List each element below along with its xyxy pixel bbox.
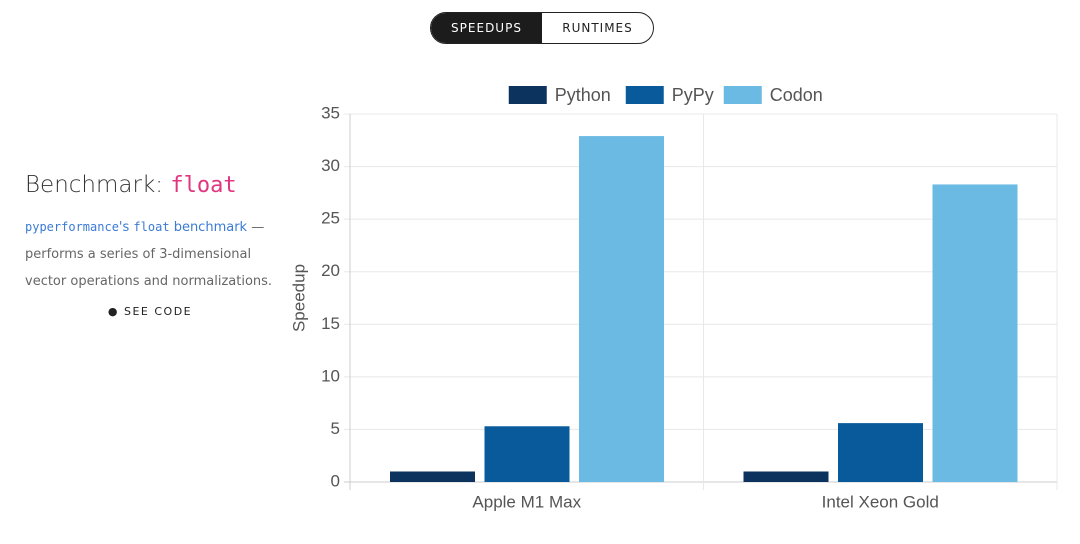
- x-tick-label: Intel Xeon Gold: [822, 492, 939, 511]
- bar: [932, 184, 1018, 482]
- y-tick-label: 5: [331, 419, 340, 438]
- text: 's: [118, 220, 130, 235]
- description: pyperformance's float benchmark — perfor…: [25, 214, 275, 295]
- legend-swatch: [723, 86, 762, 104]
- legend-swatch: [508, 86, 547, 104]
- y-tick-label: 0: [331, 471, 340, 490]
- info-title: Benchmark: float: [25, 172, 275, 198]
- bar: [743, 471, 829, 482]
- title-text: Benchmark:: [25, 172, 164, 198]
- code: pyperformance: [25, 220, 119, 234]
- legend-label: Python: [555, 85, 611, 105]
- bar: [838, 423, 923, 482]
- x-tick-label: Apple M1 Max: [472, 492, 581, 511]
- see-code[interactable]: ● SEE CODE: [107, 305, 193, 318]
- code: float: [133, 220, 170, 234]
- y-tick-label: 35: [321, 103, 340, 122]
- y-axis-label: Speedup: [289, 264, 308, 332]
- y-tick-label: 30: [321, 156, 340, 175]
- bar: [484, 426, 570, 482]
- toggle-option[interactable]: SPEEDUPS: [431, 13, 542, 43]
- toggle-option[interactable]: RUNTIMES: [562, 21, 633, 35]
- y-tick-label: 15: [321, 314, 340, 333]
- y-tick-label: 25: [321, 209, 340, 228]
- text: — performs a series of 3-dimensional vec…: [25, 220, 273, 289]
- legend-swatch: [625, 86, 664, 104]
- bar: [579, 136, 664, 482]
- link[interactable]: benchmark: [173, 220, 248, 235]
- title-code: float: [170, 173, 237, 198]
- toggle: SPEEDUPS RUNTIMES: [430, 12, 654, 44]
- y-tick-label: 10: [321, 366, 340, 385]
- legend-label: PyPy: [672, 85, 714, 105]
- legend-label: Codon: [770, 85, 823, 105]
- bar: [390, 471, 475, 482]
- y-tick-label: 20: [321, 261, 340, 280]
- see-code-text[interactable]: SEE CODE: [123, 305, 193, 318]
- info: Benchmark: float pyperformance's float b…: [25, 172, 275, 318]
